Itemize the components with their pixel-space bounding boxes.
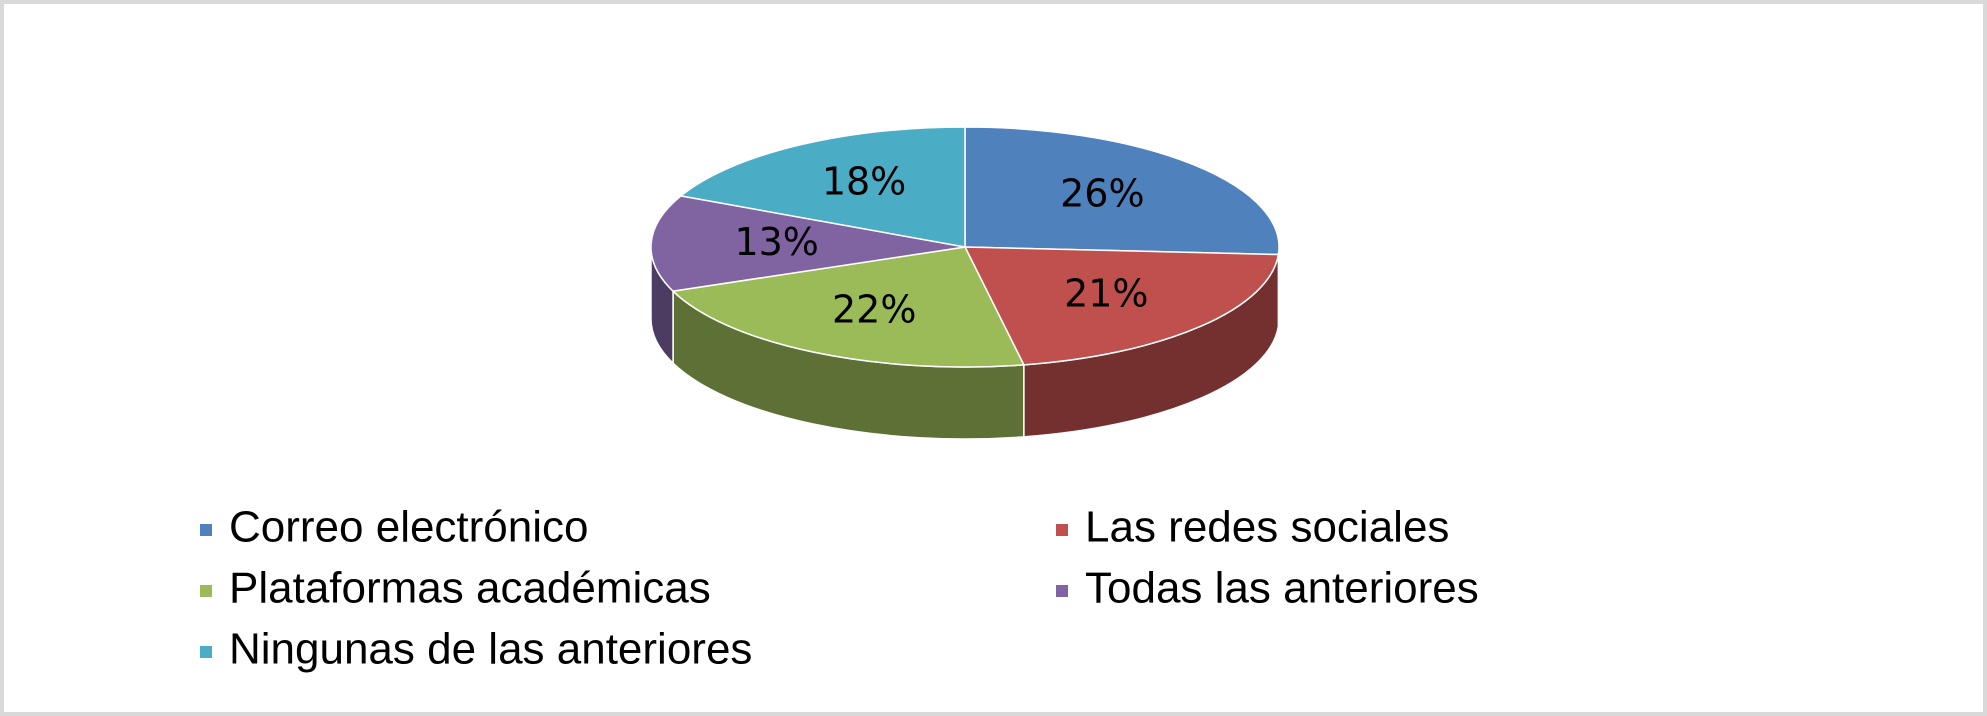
legend-marker [200,585,212,597]
data-label: 26% [1060,172,1144,216]
legend-marker [1056,585,1068,597]
data-label: 13% [734,220,818,264]
data-label: 18% [822,160,906,204]
slice-top [650,195,966,292]
data-label: 21% [1064,272,1148,316]
legend-marker [200,646,212,658]
slice-top [679,126,966,248]
legend-label: Correo electrónico [229,503,589,552]
slice [963,246,1280,438]
slice-top [671,246,1026,368]
legend-label: Ningunas de las anteriores [229,625,752,674]
legend-label: Plataformas académicas [229,564,711,613]
legend-marker [1056,524,1068,536]
slice [671,246,1026,440]
slice-top [963,246,1280,366]
legend-marker [200,524,212,536]
legend-label: Todas las anteriores [1085,564,1479,613]
slice-top [964,126,1280,256]
slice [679,126,966,248]
data-label: 22% [832,288,916,332]
legend-label: Las redes sociales [1085,503,1449,552]
slice [650,195,966,365]
